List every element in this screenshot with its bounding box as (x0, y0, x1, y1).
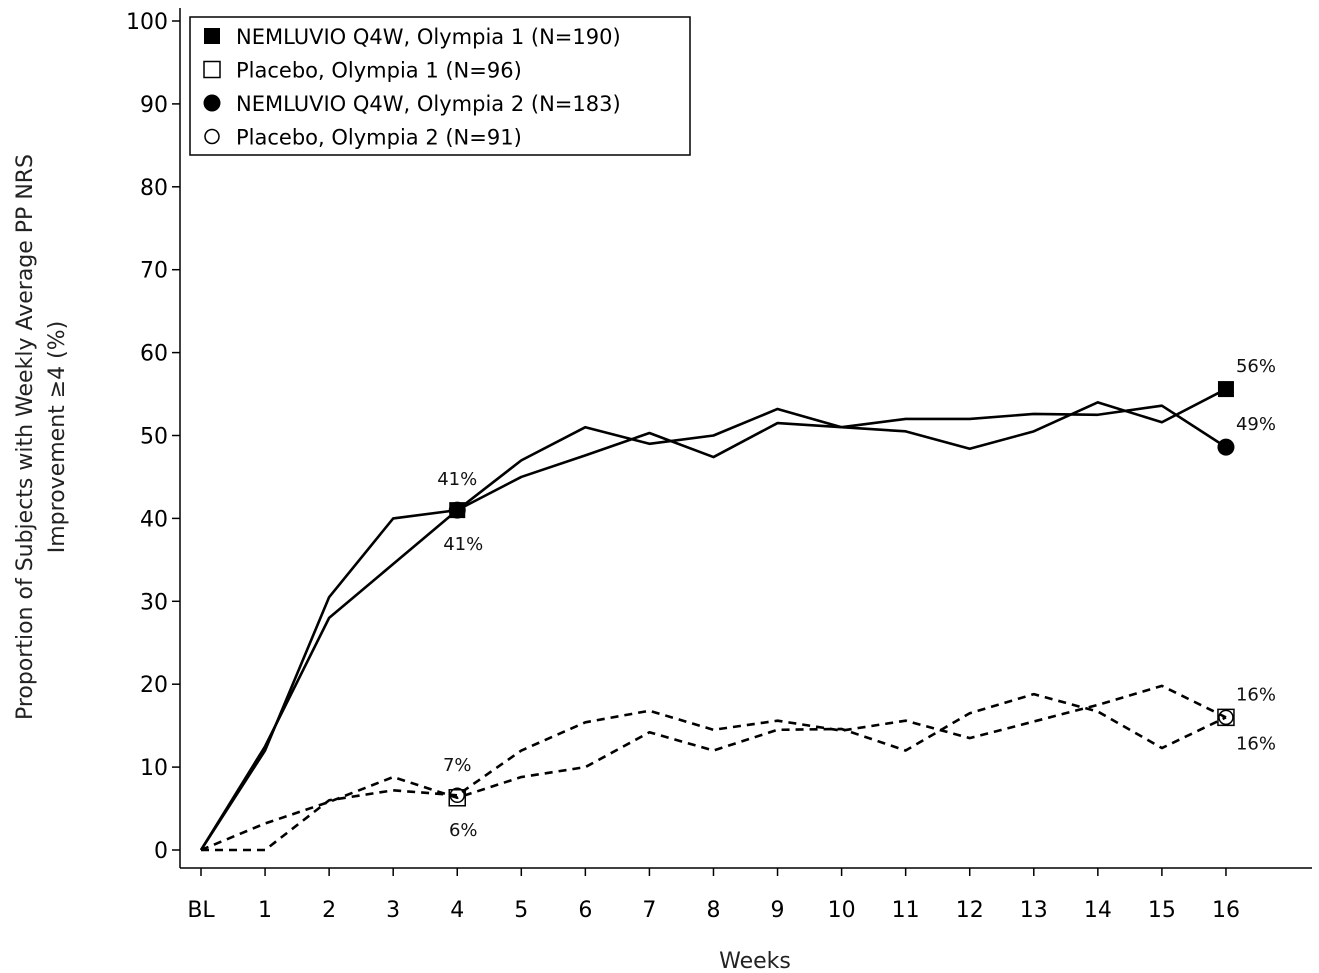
series-line (200, 692, 1227, 852)
data-label: 7% (443, 755, 472, 776)
y-axis-title-line-2: Improvement ≥4 (%) (45, 321, 70, 553)
data-label: 16% (1236, 733, 1276, 754)
x-tick-label: 9 (771, 898, 785, 923)
series-line (201, 684, 1227, 852)
x-tick-label: 3 (386, 898, 400, 923)
y-tick-label: 10 (140, 756, 168, 781)
y-tick-label: 50 (140, 425, 168, 450)
x-tick-label: 6 (578, 898, 592, 923)
x-tick-label: 10 (828, 898, 856, 923)
y-tick-label: 60 (140, 342, 168, 367)
y-tick-label: 90 (140, 93, 168, 118)
annotations-layer: 41% 41% 7% 6% 56% 49% 16% 16% (437, 356, 1276, 841)
series-line (199, 404, 1227, 851)
legend-marker (203, 94, 221, 112)
x-tick-label: 16 (1212, 898, 1240, 923)
y-tick-label: 0 (154, 839, 168, 864)
series-2 (200, 692, 1235, 852)
series-4 (201, 684, 1234, 852)
x-tick-label: BL (187, 898, 215, 923)
series-marker (1218, 709, 1234, 726)
series-marker (1217, 381, 1234, 398)
y-tick-label: 20 (140, 673, 168, 698)
legend-label: NEMLUVIO Q4W, Olympia 1 (N=190) (236, 25, 621, 49)
y-tick-label: 80 (140, 176, 168, 201)
legend-label: Placebo, Olympia 2 (N=91) (236, 126, 522, 150)
x-tick-label: 4 (450, 898, 464, 923)
data-label: 49% (1236, 414, 1276, 435)
legend-marker (203, 60, 221, 79)
series-1 (199, 381, 1234, 851)
y-axis-title: Proportion of Subjects with Weekly Avera… (13, 154, 70, 720)
y-tick-label: 40 (140, 507, 168, 532)
x-tick-label: 15 (1148, 898, 1176, 923)
series-marker (448, 789, 466, 807)
y-tick-label: 70 (140, 259, 168, 284)
legend: NEMLUVIO Q4W, Olympia 1 (N=190) Placebo, … (189, 16, 691, 156)
x-tick-label: 12 (956, 898, 984, 923)
legend-label: Placebo, Olympia 1 (N=96) (236, 59, 522, 83)
legend-marker (204, 128, 220, 145)
series-line (199, 387, 1227, 851)
x-tick-label: 14 (1084, 898, 1112, 923)
x-axis-title: Weeks (719, 949, 791, 973)
data-label: 6% (449, 820, 478, 841)
data-label: 16% (1236, 684, 1276, 705)
series-marker (1217, 438, 1235, 456)
y-axis-title-line-1: Proportion of Subjects with Weekly Avera… (13, 154, 38, 720)
x-tick-label: 7 (642, 898, 656, 923)
data-label: 41% (437, 469, 477, 490)
x-tick-label: 11 (892, 898, 920, 923)
series-marker (449, 787, 465, 804)
x-tick-label: 8 (706, 898, 720, 923)
y-tick-label: 100 (126, 10, 168, 35)
y-tick-label: 30 (140, 590, 168, 615)
data-label: 41% (443, 534, 483, 555)
legend-marker (204, 28, 220, 44)
x-tick-label: 2 (322, 898, 336, 923)
series-layer (199, 381, 1235, 852)
series-marker (1217, 708, 1235, 727)
data-label: 56% (1236, 356, 1276, 377)
series-marker (448, 501, 466, 519)
series-3 (199, 404, 1235, 851)
legend-label: NEMLUVIO Q4W, Olympia 2 (N=183) (236, 92, 621, 116)
x-tick-label: 1 (258, 898, 272, 923)
x-tick-label: 13 (1020, 898, 1048, 923)
x-tick-label: 5 (514, 898, 528, 923)
legend-box (189, 16, 691, 156)
